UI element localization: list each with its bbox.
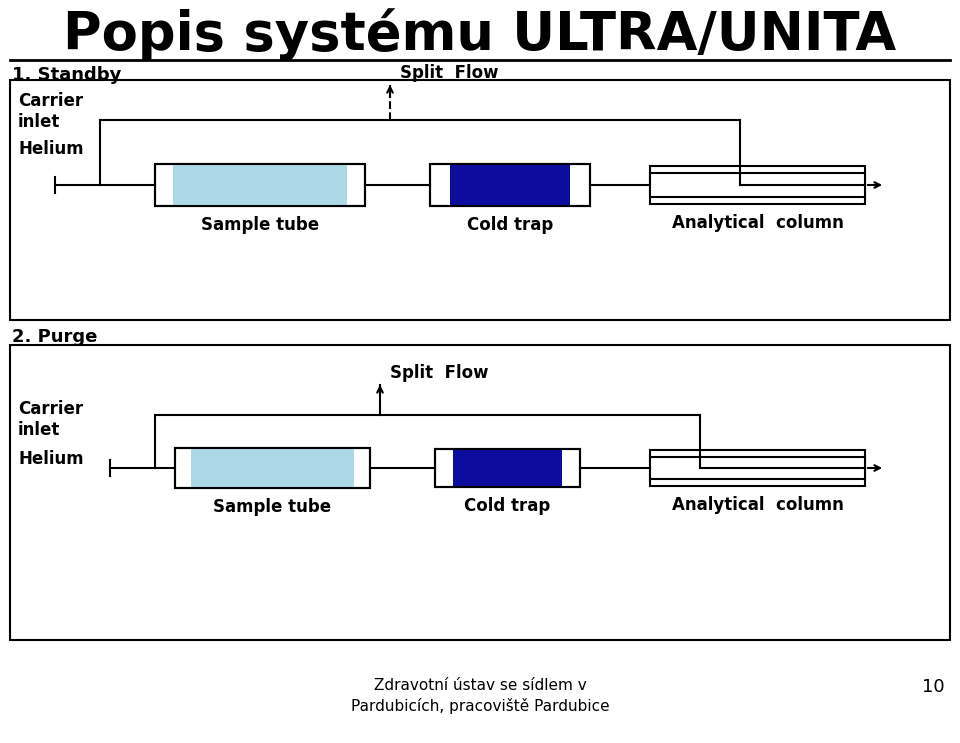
Bar: [173, 164, 347, 206]
Text: Cold trap: Cold trap: [467, 216, 553, 234]
Bar: [430, 164, 590, 206]
Text: Carrier
inlet: Carrier inlet: [18, 92, 84, 131]
Bar: [650, 166, 865, 204]
Text: Helium: Helium: [18, 450, 84, 468]
Text: Helium: Helium: [18, 140, 84, 158]
Bar: [435, 449, 580, 487]
Bar: [453, 449, 562, 487]
Bar: [191, 448, 354, 488]
Text: Sample tube: Sample tube: [213, 498, 331, 516]
Bar: [450, 164, 570, 206]
Text: Analytical  column: Analytical column: [672, 214, 844, 232]
Bar: [435, 449, 580, 487]
Bar: [430, 164, 590, 206]
Text: Zdravotní ústav se sídlem v
Pardubicích, pracoviště Pardubice: Zdravotní ústav se sídlem v Pardubicích,…: [350, 678, 610, 714]
Bar: [175, 448, 370, 488]
Bar: [175, 448, 370, 488]
Bar: [10, 345, 950, 640]
Bar: [650, 173, 865, 197]
Bar: [10, 80, 950, 320]
Bar: [155, 164, 365, 206]
Text: 2. Purge: 2. Purge: [12, 328, 97, 346]
Text: Sample tube: Sample tube: [201, 216, 319, 234]
Text: 1. Standby: 1. Standby: [12, 66, 121, 84]
Bar: [650, 457, 865, 479]
Text: Analytical  column: Analytical column: [672, 496, 844, 514]
Bar: [155, 164, 365, 206]
Text: Popis systému ULTRA/UNITA: Popis systému ULTRA/UNITA: [63, 8, 897, 61]
Text: Carrier
inlet: Carrier inlet: [18, 400, 84, 439]
Text: 10: 10: [923, 678, 945, 696]
Text: Cold trap: Cold trap: [465, 497, 551, 515]
Text: Split  Flow: Split Flow: [400, 64, 498, 82]
Bar: [650, 450, 865, 486]
Text: Split  Flow: Split Flow: [390, 364, 489, 382]
